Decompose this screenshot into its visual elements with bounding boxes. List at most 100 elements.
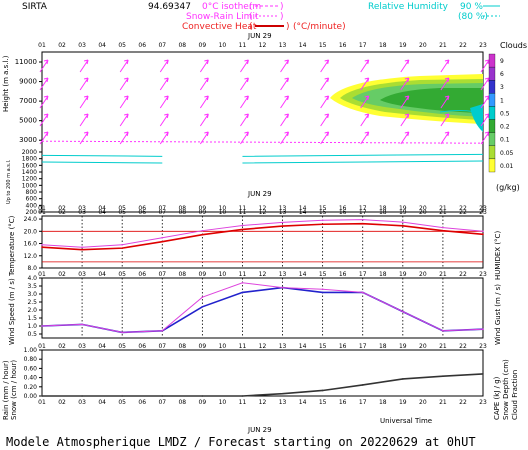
p2-point <box>161 240 164 243</box>
hour-label-precip-bottom-04: 04 <box>98 399 106 406</box>
wind-arrow <box>280 131 290 145</box>
height-low-tick-label-0: 2000 <box>22 149 37 156</box>
wind-arrow <box>400 131 410 145</box>
hour-label-mid-07: 07 <box>158 205 166 212</box>
cloud-layer-3 <box>380 88 483 113</box>
hour-label-precip-top-23: 23 <box>479 343 487 350</box>
p2-ytick-label-4: 8.0 <box>27 265 37 272</box>
p2-series-0 <box>41 222 484 251</box>
hour-label-mid-03: 03 <box>78 205 86 212</box>
hour-label-wind-11: 11 <box>239 271 247 278</box>
height-low-tick-label-9: 200 <box>26 209 38 216</box>
hour-label-mid-16: 16 <box>339 205 347 212</box>
hour-label-temp-10: 10 <box>219 209 227 216</box>
hour-label-temp-22: 22 <box>459 209 467 216</box>
p2-point <box>281 221 284 224</box>
p4-point <box>402 378 404 380</box>
wind-arrow <box>79 59 89 73</box>
hour-label-wind-05: 05 <box>118 271 126 278</box>
hour-label-precip-top-08: 08 <box>178 343 186 350</box>
wind-arrow <box>119 59 129 73</box>
colorbar-tick-2: 3 <box>500 84 504 91</box>
p3-point <box>81 323 83 326</box>
legend-rh-80: (80 %) <box>458 12 488 22</box>
wind-arrow <box>199 77 209 91</box>
hour-label-precip-top-06: 06 <box>138 343 146 350</box>
p2-point <box>281 225 284 227</box>
hour-label-top-19: 19 <box>399 42 407 49</box>
footer-text: Modele Atmospherique LMDZ / Forecast sta… <box>6 435 476 449</box>
p2-point <box>201 233 204 236</box>
p3-point <box>321 291 324 294</box>
rh-contour-0 <box>41 153 484 157</box>
p2-point <box>161 236 164 239</box>
hour-label-mid-01: 01 <box>38 205 46 212</box>
p2-ytick-label-1: 20.0 <box>24 228 38 235</box>
p3-point <box>241 291 244 294</box>
height-tick-label-4: 3000 <box>19 136 37 144</box>
wind-arrow <box>360 113 370 127</box>
hour-label-temp-13: 13 <box>279 209 287 216</box>
wind-arrow <box>159 113 169 127</box>
hour-label-wind-22: 22 <box>459 271 467 278</box>
hour-label-precip-top-02: 02 <box>58 343 66 350</box>
p2-point <box>402 224 404 227</box>
p3-point <box>161 330 164 332</box>
hour-label-wind-01: 01 <box>38 271 46 278</box>
p4-series-0 <box>42 373 484 397</box>
hour-label-wind-02: 02 <box>58 271 66 278</box>
hour-label-precip-top-14: 14 <box>299 343 307 350</box>
p2-point <box>241 228 244 231</box>
p2-point <box>41 243 43 246</box>
date-label-mid: JUN 29 <box>247 190 272 198</box>
hour-label-precip-bottom-23: 23 <box>479 399 487 406</box>
hour-label-mid-20: 20 <box>419 205 427 212</box>
rain-axis-label: Rain (mm / hour) <box>2 360 10 420</box>
svg-text:): ) <box>280 12 284 22</box>
p3-ytick-label-3: 2.5 <box>27 299 37 306</box>
p2-point <box>442 229 444 232</box>
hour-label-precip-bottom-18: 18 <box>379 399 387 406</box>
wind-arrow <box>240 59 249 73</box>
height-plot-frame <box>41 51 484 213</box>
p3-point <box>402 310 404 313</box>
hour-label-top-23: 23 <box>479 42 487 49</box>
wind-arrow <box>280 95 290 109</box>
hour-label-top-05: 05 <box>118 42 126 49</box>
wind-arrow <box>39 95 49 109</box>
wind-arrow <box>240 113 249 127</box>
hour-label-precip-top-21: 21 <box>439 343 447 350</box>
hour-label-top-17: 17 <box>359 42 367 49</box>
hour-label-top-12: 12 <box>259 42 267 49</box>
hour-label-precip-top-15: 15 <box>319 343 327 350</box>
height-low-tick-label-4: 1200 <box>22 176 37 183</box>
legend-convective: Convective Heat <box>182 22 257 32</box>
hour-label-temp-06: 06 <box>138 209 146 216</box>
wind-gust-axis-label: Wind Gust (m / s) <box>494 284 502 345</box>
cloud-layer-4 <box>470 104 483 132</box>
p3-point <box>121 331 123 334</box>
hour-label-precip-bottom-17: 17 <box>359 399 367 406</box>
colorbar: 9 6 3 1 0.5 0.2 0.1 0.05 0.01 <box>488 53 514 173</box>
hour-label-precip-bottom-10: 10 <box>219 399 227 406</box>
wind-arrow <box>320 77 330 91</box>
height-low-tick-label-5: 1000 <box>22 182 37 189</box>
hour-label-wind-07: 07 <box>158 271 166 278</box>
hour-label-wind-12: 12 <box>259 271 267 278</box>
colorbar-tick-5: 0.2 <box>500 124 510 131</box>
hour-label-top-11: 11 <box>239 42 247 49</box>
wind-arrow <box>240 77 249 91</box>
legend-snow-rain: Snow-Rain Limit <box>186 12 259 22</box>
p2-point <box>201 229 204 232</box>
height-low-tick-label-3: 1400 <box>22 169 37 176</box>
p3-ytick-label-5: 1.5 <box>27 315 37 322</box>
height-low-tick-label-2: 1600 <box>22 162 37 169</box>
snow-axis-label: Snow (cm / hour) <box>10 360 18 420</box>
wind-arrow <box>360 95 370 109</box>
hour-label-precip-bottom-07: 07 <box>158 399 166 406</box>
hour-label-temp-23: 23 <box>479 209 487 216</box>
p3-ytick-label-0: 4.0 <box>27 275 37 282</box>
hour-label-precip-bottom-01: 01 <box>38 399 46 406</box>
svg-text:): ) <box>280 2 284 12</box>
site-label: SIRTA <box>22 2 48 12</box>
